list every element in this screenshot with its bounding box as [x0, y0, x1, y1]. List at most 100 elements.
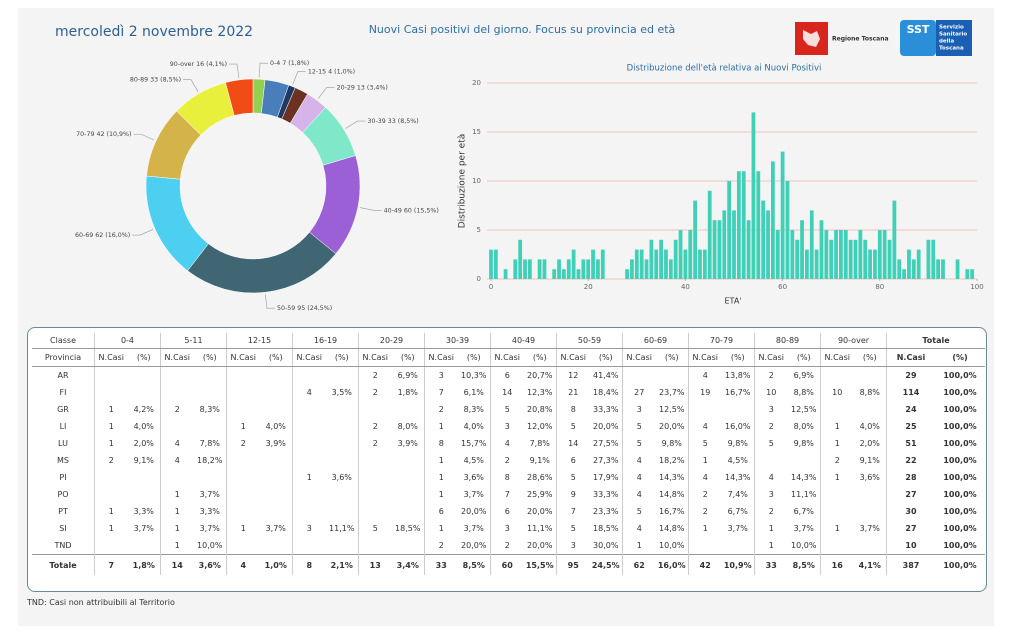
- table-cell: [194, 367, 227, 385]
- table-cell: [128, 367, 161, 385]
- table-cell: [260, 537, 293, 555]
- table-cell: [854, 401, 887, 418]
- bar: [722, 210, 727, 279]
- table-cell: 1: [94, 401, 128, 418]
- table-cell: 6,1%: [463, 388, 484, 397]
- table-cell: 95: [556, 554, 590, 575]
- table-cell: 8,5%: [787, 554, 821, 575]
- table-cell: 25,9%: [527, 490, 553, 499]
- bar: [707, 190, 712, 279]
- table-cell: 3,3%: [199, 507, 220, 516]
- table-cell: [160, 418, 194, 435]
- table-cell: 30,0%: [593, 541, 619, 550]
- group-header: 20-29: [358, 333, 425, 349]
- bar: [941, 259, 945, 279]
- table-cell: 4: [292, 384, 326, 401]
- table-cell: 10: [754, 384, 788, 401]
- table-cell: 2: [226, 435, 260, 452]
- table-cell: 28,6%: [527, 473, 553, 482]
- bar: [897, 259, 902, 279]
- province: Totale: [32, 554, 95, 575]
- table-cell: [722, 537, 755, 555]
- regione-name: Regione Toscana: [832, 36, 889, 43]
- bar: [858, 230, 863, 279]
- group-header: 5-11: [160, 333, 227, 349]
- table-cell: 2: [688, 503, 722, 520]
- table-cell: [820, 503, 854, 520]
- slice-label: 70-79 42 (10,9%): [76, 131, 131, 138]
- table-cell: 9,8%: [727, 439, 748, 448]
- donut-slice: [187, 231, 337, 294]
- column-header: N.Casi: [424, 348, 458, 367]
- column-header: (%): [721, 348, 755, 367]
- table-cell: 20,0%: [659, 422, 685, 431]
- table-cell: 6,9%: [397, 371, 418, 380]
- column-header: (%): [193, 348, 227, 367]
- table-cell: 2: [688, 486, 722, 503]
- slice-label: 80-89 33 (8,5%): [130, 77, 181, 84]
- bar: [863, 239, 868, 279]
- bar: [741, 171, 746, 279]
- table-cell: 27,5%: [593, 439, 619, 448]
- table-cell: 9,1%: [859, 456, 880, 465]
- column-header: N.Casi: [754, 348, 788, 367]
- table-cell: 27: [886, 520, 935, 537]
- table-cell: 1: [622, 537, 656, 555]
- table-cell: 2: [820, 452, 854, 469]
- table-cell: 1: [754, 520, 788, 537]
- table-cell: [226, 537, 260, 555]
- bar: [834, 230, 838, 279]
- bar: [562, 269, 566, 279]
- table-cell: [392, 486, 425, 503]
- label-leader: [345, 120, 366, 129]
- bar: [751, 112, 756, 280]
- table-cell: 9: [556, 486, 590, 503]
- column-header: N.Casi: [688, 348, 722, 367]
- bar: [795, 239, 800, 279]
- province: PO: [57, 490, 69, 499]
- table-cell: [292, 537, 326, 555]
- table-cell: [128, 384, 161, 401]
- table-cell: 9,8%: [661, 439, 682, 448]
- table-cell: [94, 384, 128, 401]
- bar: [513, 259, 518, 279]
- table-cell: 7: [490, 486, 524, 503]
- table-cell: 1: [94, 520, 128, 537]
- table-cell: 5: [358, 520, 392, 537]
- column-header: (%): [935, 348, 985, 367]
- table-cell: 20,0%: [593, 422, 619, 431]
- table-cell: 2: [754, 503, 788, 520]
- table-cell: 4: [754, 469, 788, 486]
- group-header: 50-59: [556, 333, 623, 349]
- bar: [916, 249, 921, 279]
- table-cell: [226, 486, 260, 503]
- table-cell: [820, 537, 854, 555]
- table-cell: 4: [160, 435, 194, 452]
- x-tick-label: 20: [584, 283, 593, 291]
- label-leader: [292, 71, 306, 85]
- table-cell: 100,0%: [943, 371, 977, 380]
- province: SI: [59, 524, 67, 533]
- province: PI: [59, 473, 67, 482]
- table-cell: 2: [358, 366, 392, 384]
- bar: [780, 151, 785, 279]
- table-cell: 33,3%: [593, 405, 619, 414]
- bar: [902, 269, 906, 279]
- table-cell: 19: [688, 384, 722, 401]
- column-header: N.Casi: [886, 348, 935, 367]
- table-cell: 3,7%: [133, 524, 154, 533]
- group-header: 90-over: [820, 333, 887, 349]
- y-tick-label: 0: [477, 275, 481, 283]
- table-cell: 3: [490, 520, 524, 537]
- label-leader: [317, 87, 335, 99]
- bar: [756, 171, 761, 279]
- table-cell: [656, 367, 689, 385]
- table-cell: 2: [754, 366, 788, 384]
- table-cell: 3,7%: [199, 524, 220, 533]
- table-cell: 100,0%: [943, 507, 977, 516]
- table-cell: 1: [94, 418, 128, 435]
- table-cell: 1,8%: [127, 554, 161, 575]
- table-cell: 3,6%: [859, 473, 880, 482]
- table-cell: [260, 367, 293, 385]
- bar: [785, 181, 790, 279]
